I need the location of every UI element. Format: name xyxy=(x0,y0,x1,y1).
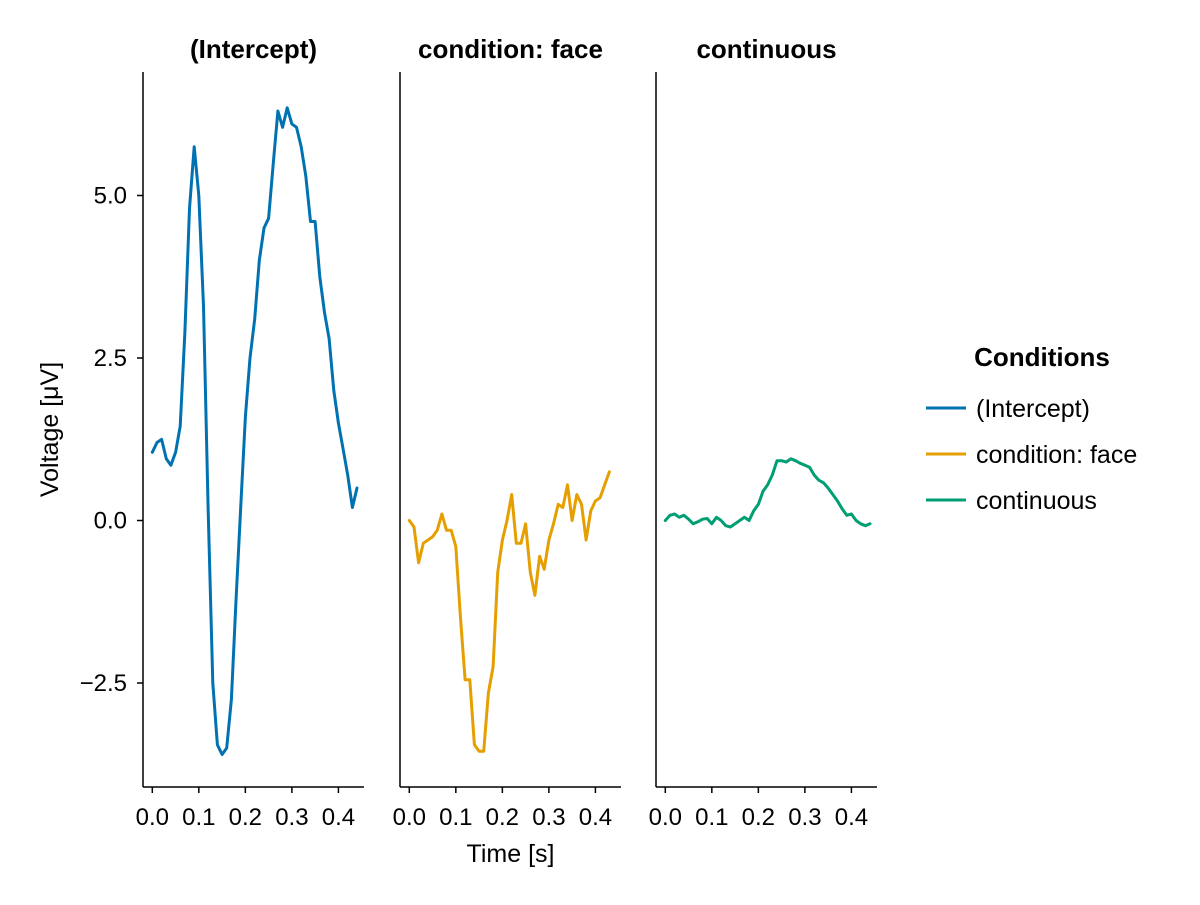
x-tick-label: 0.4 xyxy=(322,804,355,831)
legend-label-2: continuous xyxy=(976,487,1097,515)
y-tick-label: 0.0 xyxy=(94,508,127,535)
x-tick-label: 0.0 xyxy=(393,804,426,831)
x-axis-label: Time [s] xyxy=(467,840,555,868)
x-tick-label: 0.4 xyxy=(579,804,612,831)
panel-1: condition: face 0.0 0.1 0.2 0.3 0.4 xyxy=(393,34,621,831)
legend-label-1: condition: face xyxy=(976,441,1137,469)
legend-title: Conditions xyxy=(974,342,1110,372)
y-tick-label: −2.5 xyxy=(80,670,127,697)
x-tick-label: 0.2 xyxy=(486,804,519,831)
series-line-0 xyxy=(150,106,359,756)
legend-label-0: (Intercept) xyxy=(976,395,1090,423)
series-line-2 xyxy=(663,457,872,529)
series-line-1 xyxy=(407,470,611,753)
legend: Conditions (Intercept) condition: face cont… xyxy=(926,342,1137,515)
y-tick-label: 2.5 xyxy=(94,345,127,372)
x-tick-label: 0.2 xyxy=(229,804,262,831)
x-tick-label: 0.2 xyxy=(742,804,775,831)
x-tick-label: 0.3 xyxy=(532,804,565,831)
panel-0: (Intercept) 0.0 0.1 0.2 0.3 0.4 −2.5 0.0 2.5 5.0 xyxy=(80,34,364,831)
x-tick-label: 0.0 xyxy=(136,804,169,831)
x-tick-label: 0.4 xyxy=(835,804,868,831)
y-tick-label: 5.0 xyxy=(94,183,127,210)
panel-title: (Intercept) xyxy=(190,34,317,64)
x-tick-label: 0.3 xyxy=(275,804,308,831)
x-tick-label: 0.3 xyxy=(788,804,821,831)
x-tick-label: 0.0 xyxy=(649,804,682,831)
x-tick-label: 0.1 xyxy=(182,804,215,831)
x-tick-label: 0.1 xyxy=(695,804,728,831)
panel-title: continuous xyxy=(696,34,836,64)
panel-2: continuous 0.0 0.1 0.2 0.3 0.4 xyxy=(649,34,877,831)
panel-title: condition: face xyxy=(418,34,603,64)
y-axis-label: Voltage [μV] xyxy=(36,362,64,497)
x-tick-label: 0.1 xyxy=(439,804,472,831)
